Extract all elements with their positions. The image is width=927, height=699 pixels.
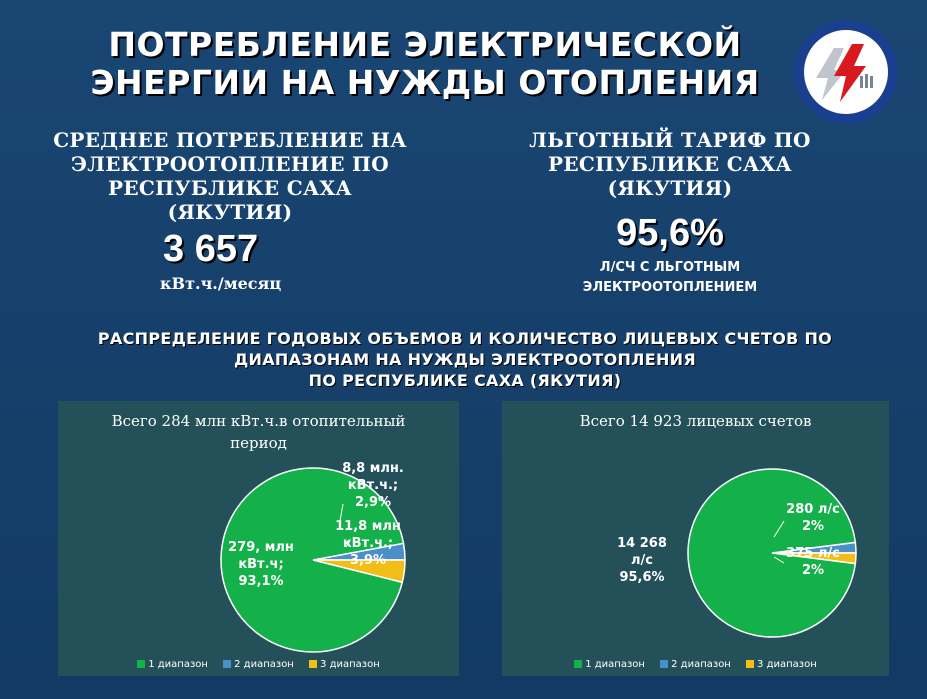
data-label-line: 11,8 млн — [335, 519, 401, 534]
legend-label: 2 диапазон — [671, 659, 731, 670]
data-label-line: 3,9% — [350, 553, 386, 568]
legend-swatch — [223, 660, 232, 668]
leader-line — [773, 556, 785, 564]
sub-line: л/сч с льготным — [599, 260, 741, 275]
label-line: (ЯКУТИЯ) — [607, 176, 733, 200]
legend-item: 1 диапазон — [574, 659, 645, 670]
organization-logo — [794, 20, 898, 124]
legend-item: 1 диапазон — [137, 659, 208, 670]
legend-label: 1 диапазон — [585, 659, 645, 670]
data-label-3: 11,8 млн кВт.ч.; 3,9% — [335, 519, 401, 568]
avg-consumption-label: СРЕДНЕЕ ПОТРЕБЛЕНИЕ НА ЭЛЕКТРООТОПЛЕНИЕ … — [40, 128, 420, 224]
leader-line — [345, 540, 351, 548]
section-title-line2: ДИАПАЗОНАМ НА НУЖДЫ ЭЛЕКТРООТОПЛЕНИЯ — [234, 350, 696, 369]
consumption-pie-panel: Всего 284 млн кВт.ч.в отопительный перио… — [58, 401, 459, 676]
legend-label: 1 диапазон — [148, 659, 208, 670]
data-label-line: л/с — [631, 553, 653, 568]
data-label-line: 93,1% — [238, 574, 283, 589]
section-title: РАСПРЕДЕЛЕНИЕ ГОДОВЫХ ОБЪЕМОВ И КОЛИЧЕСТ… — [30, 328, 900, 391]
label-line: РЕСПУБЛИКЕ САХА — [108, 176, 352, 200]
leader-line — [339, 503, 344, 522]
data-label-line: кВт.ч.; — [343, 536, 393, 551]
legend-swatch — [746, 660, 755, 668]
legend-swatch — [309, 660, 318, 668]
slide-title-line1: ПОТРЕБЛЕНИЕ ЭЛЕКТРИЧЕСКОЙ — [108, 25, 742, 64]
tariff-label: ЛЬГОТНЫЙ ТАРИФ ПО РЕСПУБЛИКЕ САХА (ЯКУТИ… — [480, 128, 860, 200]
tariff-sub: л/сч с льготным электроотоплением — [480, 258, 860, 298]
slide-title: ПОТРЕБЛЕНИЕ ЭЛЕКТРИЧЕСКОЙ ЭНЕРГИИ НА НУЖ… — [60, 26, 790, 102]
avg-consumption-value: 3 657 — [163, 228, 259, 270]
leader-line — [773, 520, 785, 538]
data-label-line: 2% — [802, 519, 824, 534]
data-label-1: 14 268 л/с 95,6% — [617, 536, 667, 585]
data-label-line: 280 л/с — [786, 502, 840, 517]
label-line: (ЯКУТИЯ) — [167, 200, 293, 224]
pie-slice-1 — [220, 467, 405, 653]
data-label-line: 375 л/с — [786, 546, 840, 561]
legend-item: 2 диапазон — [223, 659, 294, 670]
label-line: РЕСПУБЛИКЕ САХА — [548, 152, 792, 176]
data-label-2: 8,8 млн. кВт.ч.; 2,9% — [342, 461, 404, 510]
legend-item: 2 диапазон — [660, 659, 731, 670]
tariff-value: 95,6% — [616, 212, 724, 254]
chart-legend: 1 диапазон 2 диапазон 3 диапазон — [502, 659, 889, 670]
label-line: СРЕДНЕЕ ПОТРЕБЛЕНИЕ НА — [53, 128, 407, 152]
data-label-line: 2,9% — [355, 495, 391, 510]
chart-title: Всего 14 923 лицевых счетов — [579, 412, 812, 430]
legend-swatch — [660, 660, 669, 668]
data-label-line: 14 268 — [617, 536, 667, 551]
consumption-pie-chart: 279, млн кВт.ч; 93,1% 8,8 млн. кВт.ч.; 2,9% 11… — [220, 461, 406, 653]
label-line: ЛЬГОТНЫЙ ТАРИФ ПО — [529, 128, 811, 152]
legend-item: 3 диапазон — [746, 659, 817, 670]
label-line: ЭЛЕКТРООТОПЛЕНИЕ ПО — [71, 152, 389, 176]
section-title-line3: ПО РЕСПУБЛИКЕ САХА (ЯКУТИЯ) — [308, 371, 622, 390]
accounts-pie-chart: 14 268 л/с 95,6% 280 л/с 2% 375 л/с 2% — [617, 468, 857, 638]
legend-label: 3 диапазон — [320, 659, 380, 670]
avg-consumption-unit: кВт.ч./месяц — [160, 274, 282, 293]
data-label-line: 8,8 млн. — [342, 461, 404, 476]
slide-title-line2: ЭНЕРГИИ НА НУЖДЫ ОТОПЛЕНИЯ — [90, 63, 760, 102]
data-label-2: 280 л/с 2% — [786, 502, 840, 534]
legend-label: 2 диапазон — [234, 659, 294, 670]
data-label-3: 375 л/с 2% — [786, 546, 840, 578]
pie-slice-1 — [687, 468, 857, 638]
data-label-line: 279, млн — [228, 540, 294, 555]
accounts-pie-panel: Всего 14 923 лицевых счетов 14 268 л/с 95,… — [502, 401, 889, 676]
data-label-line: 2% — [802, 563, 824, 578]
avg-consumption-block: СРЕДНЕЕ ПОТРЕБЛЕНИЕ НА ЭЛЕКТРООТОПЛЕНИЕ … — [40, 128, 420, 293]
data-label-line: кВт.ч; — [238, 557, 283, 572]
chart-title: Всего 284 млн кВт.ч.в отопительный перио… — [111, 412, 406, 452]
data-label-line: 95,6% — [619, 570, 664, 585]
legend-swatch — [137, 660, 146, 668]
tariff-block: ЛЬГОТНЫЙ ТАРИФ ПО РЕСПУБЛИКЕ САХА (ЯКУТИ… — [480, 128, 860, 298]
legend-item: 3 диапазон — [309, 659, 380, 670]
legend-label: 3 диапазон — [757, 659, 817, 670]
data-label-line: кВт.ч.; — [348, 478, 398, 493]
data-label-1: 279, млн кВт.ч; 93,1% — [228, 540, 294, 589]
legend-swatch — [574, 660, 583, 668]
section-title-line1: РАСПРЕДЕЛЕНИЕ ГОДОВЫХ ОБЪЕМОВ И КОЛИЧЕСТ… — [97, 329, 833, 348]
sub-line: электроотоплением — [582, 280, 758, 295]
chart-legend: 1 диапазон 2 диапазон 3 диапазон — [58, 659, 459, 670]
